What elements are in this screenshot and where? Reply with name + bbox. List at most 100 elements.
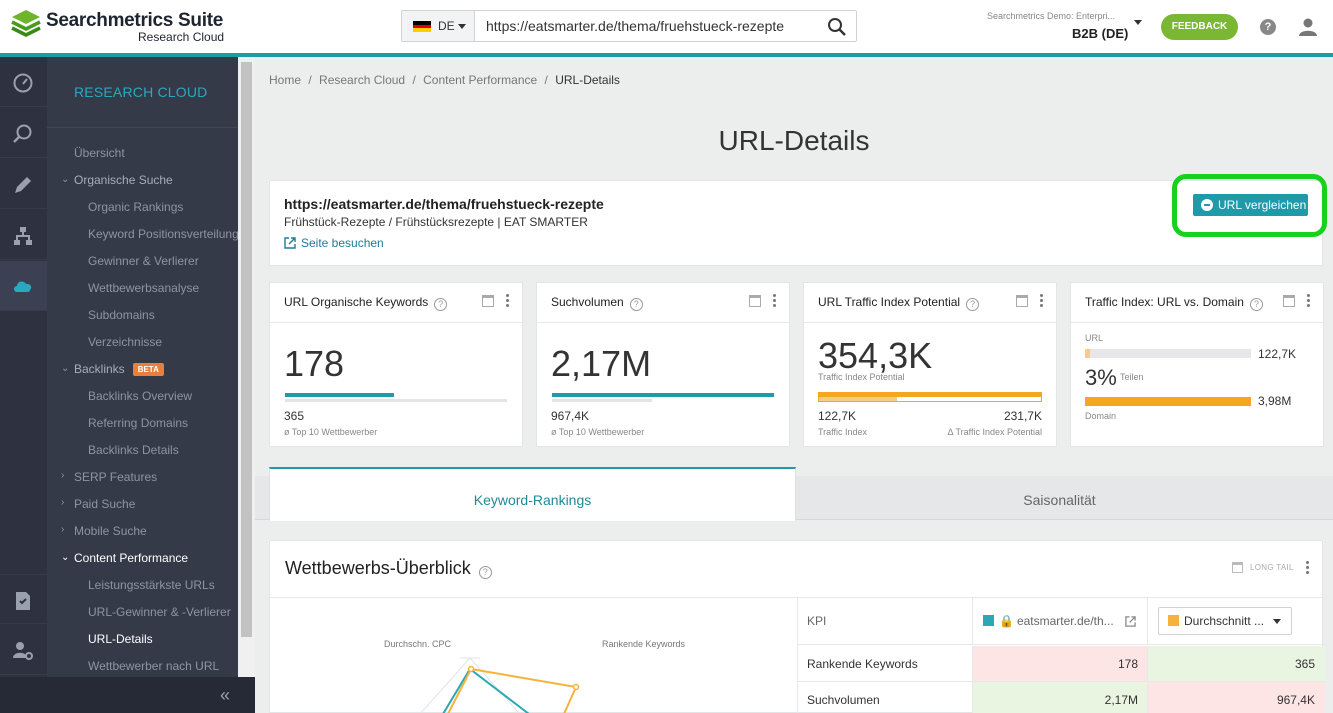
- sidebar-item-referring-domains[interactable]: Referring Domains: [88, 416, 189, 430]
- long-tail-toggle[interactable]: LONG TAIL: [1250, 563, 1294, 572]
- rail-item-dashboard[interactable]: [0, 57, 47, 107]
- rail-item-user-settings[interactable]: [0, 625, 47, 675]
- radar-chart: Durchschn. CPC Rankende Keywords: [270, 598, 797, 713]
- project-label[interactable]: Searchmetrics Demo: Enterpri...: [987, 11, 1116, 21]
- chevron-down-icon[interactable]: ⌄: [61, 174, 70, 185]
- breadcrumb-separator: /: [308, 73, 312, 87]
- sidebar-collapse-bar[interactable]: «: [0, 677, 255, 713]
- series-color-swatch: [983, 615, 994, 626]
- sidebar-item-backlinks-details[interactable]: Backlinks Details: [88, 443, 179, 457]
- more-vertical-icon[interactable]: [1306, 561, 1310, 575]
- collapse-sidebar-icon[interactable]: «: [220, 685, 231, 705]
- chevron-right-icon[interactable]: ›: [61, 524, 65, 535]
- search-icon[interactable]: [826, 16, 848, 38]
- sidebar-item-backlinks-overview[interactable]: Backlinks Overview: [88, 389, 193, 403]
- chevron-right-icon[interactable]: ›: [61, 470, 65, 481]
- calendar-icon[interactable]: [1016, 295, 1028, 307]
- radar-label-keywords: Rankende Keywords: [602, 639, 686, 649]
- help-circle-icon[interactable]: ?: [629, 298, 643, 311]
- chevron-right-icon[interactable]: ›: [61, 497, 65, 508]
- kpi-title: URL Traffic Index Potential?: [818, 295, 980, 311]
- comparison-dropdown-label: Durchschnitt ...: [1184, 614, 1265, 628]
- searchmetrics-logo-icon[interactable]: [8, 8, 44, 40]
- sidebar-item-keyword-positionsverteilung[interactable]: Keyword Positionsverteilung: [88, 227, 238, 241]
- table-header-average: Durchschnitt ...: [1148, 598, 1325, 645]
- chevron-down-icon[interactable]: ⌄: [61, 552, 70, 563]
- more-vertical-icon[interactable]: [773, 294, 777, 308]
- sidebar-item-url-details[interactable]: URL-Details: [88, 632, 153, 646]
- sidebar-item-label: Backlinks: [74, 362, 125, 376]
- sidebar-item-mobile-suche[interactable]: Mobile Suche: [74, 524, 147, 538]
- more-vertical-icon[interactable]: [1040, 294, 1044, 308]
- country-selector[interactable]: DE: [402, 11, 475, 41]
- help-circle-icon[interactable]: ?: [434, 298, 448, 311]
- sitemap-icon: [14, 227, 32, 245]
- more-vertical-icon[interactable]: [1307, 294, 1311, 308]
- chevron-down-icon[interactable]: ⌄: [61, 363, 70, 374]
- scrollbar-thumb[interactable]: [241, 62, 252, 637]
- table-header-url[interactable]: 🔒 eatsmarter.de/th...: [973, 598, 1148, 645]
- calendar-icon[interactable]: [749, 295, 761, 307]
- sidebar-item-subdomains[interactable]: Subdomains: [88, 308, 155, 322]
- tab-keyword-rankings[interactable]: Keyword-Rankings: [269, 467, 796, 521]
- sidebar-item-verzeichnisse[interactable]: Verzeichnisse: [88, 335, 163, 349]
- sidebar-nav: RESEARCH CLOUD Übersicht ⌄ Organische Su…: [47, 57, 238, 677]
- sidebar-item-leistungsstaerkste-urls[interactable]: Leistungsstärkste URLs: [88, 578, 215, 592]
- url-info-card: https://eatsmarter.de/thema/fruehstueck-…: [269, 180, 1323, 266]
- sidebar-item-organische-suche[interactable]: Organische Suche: [74, 173, 173, 187]
- report-icon: [16, 592, 30, 610]
- breadcrumb-content-performance[interactable]: Content Performance: [423, 73, 538, 87]
- sidebar-item-serp-features[interactable]: SERP Features: [74, 470, 158, 484]
- search-analytics-icon: [13, 124, 32, 143]
- table-cell-average: 967,4K: [1148, 682, 1325, 713]
- kpi-table: KPI 🔒 eatsmarter.de/th... Durchschnitt ..…: [797, 598, 1325, 713]
- table-header-kpi: KPI: [798, 598, 973, 645]
- external-link-icon[interactable]: [1125, 616, 1136, 627]
- tab-saisonalitaet[interactable]: Saisonalität: [1023, 492, 1096, 508]
- calendar-icon[interactable]: [482, 295, 494, 307]
- kpi-title-text: URL Organische Keywords: [284, 295, 429, 309]
- sidebar-item-content-performance[interactable]: Content Performance: [74, 551, 189, 565]
- compare-url-button[interactable]: URL vergleichen: [1193, 194, 1308, 216]
- visit-page-link[interactable]: Seite besuchen: [284, 236, 384, 250]
- sidebar-item-url-gewinner-verlierer[interactable]: URL-Gewinner & -Verlierer: [88, 605, 231, 619]
- table-cell-kpi: Suchvolumen: [798, 682, 973, 713]
- help-circle-icon[interactable]: ?: [966, 298, 980, 311]
- feedback-button[interactable]: FEEDBACK: [1161, 14, 1238, 40]
- rail-item-content[interactable]: [0, 159, 47, 209]
- sidebar-title[interactable]: RESEARCH CLOUD: [74, 84, 208, 100]
- sidebar-item-backlinks[interactable]: Backlinks BETA: [74, 362, 164, 376]
- rail-item-search-analytics[interactable]: [0, 108, 47, 158]
- sidebar-item-gewinner-verlierer[interactable]: Gewinner & Verlierer: [88, 254, 199, 268]
- project-caret-icon[interactable]: [1134, 20, 1142, 25]
- rail-item-reports[interactable]: [0, 574, 47, 624]
- comparison-dropdown[interactable]: Durchschnitt ...: [1158, 607, 1292, 635]
- logo-title: Searchmetrics Suite: [46, 10, 223, 31]
- breadcrumb-research-cloud[interactable]: Research Cloud: [319, 73, 406, 87]
- sidebar-item-wettbewerbsanalyse[interactable]: Wettbewerbsanalyse: [88, 281, 200, 295]
- breadcrumb-home[interactable]: Home: [269, 73, 302, 87]
- sidebar-item-organic-rankings[interactable]: Organic Rankings: [88, 200, 184, 214]
- tab-label: Keyword-Rankings: [473, 492, 592, 508]
- help-circle-icon[interactable]: ?: [1249, 298, 1263, 311]
- kpi-title: URL Organische Keywords?: [284, 295, 448, 311]
- project-value[interactable]: B2B (DE): [1072, 26, 1129, 41]
- kpi-title-text: Traffic Index: URL vs. Domain: [1085, 295, 1244, 309]
- kpi-value: 354,3K: [818, 335, 933, 376]
- kpi-bar-fill: [552, 393, 774, 397]
- country-code: DE: [438, 19, 455, 33]
- help-icon[interactable]: ?: [1260, 19, 1276, 35]
- more-vertical-icon[interactable]: [506, 294, 510, 308]
- kpi-value-label: Traffic Index Potential: [818, 372, 905, 382]
- calendar-icon[interactable]: [1232, 562, 1243, 573]
- rail-item-structure[interactable]: [0, 210, 47, 260]
- help-circle-icon[interactable]: ?: [478, 566, 492, 579]
- sidebar-item-paid-suche[interactable]: Paid Suche: [74, 497, 136, 511]
- url-search-input[interactable]: [486, 16, 806, 36]
- calendar-icon[interactable]: [1283, 295, 1295, 307]
- sidebar-scrollbar[interactable]: [238, 57, 255, 677]
- rail-item-research-cloud[interactable]: [0, 261, 47, 311]
- sidebar-item-wettbewerber-nach-url[interactable]: Wettbewerber nach URL: [88, 659, 220, 673]
- sidebar-item-uebersicht[interactable]: Übersicht: [74, 146, 125, 160]
- user-icon[interactable]: [1298, 17, 1318, 37]
